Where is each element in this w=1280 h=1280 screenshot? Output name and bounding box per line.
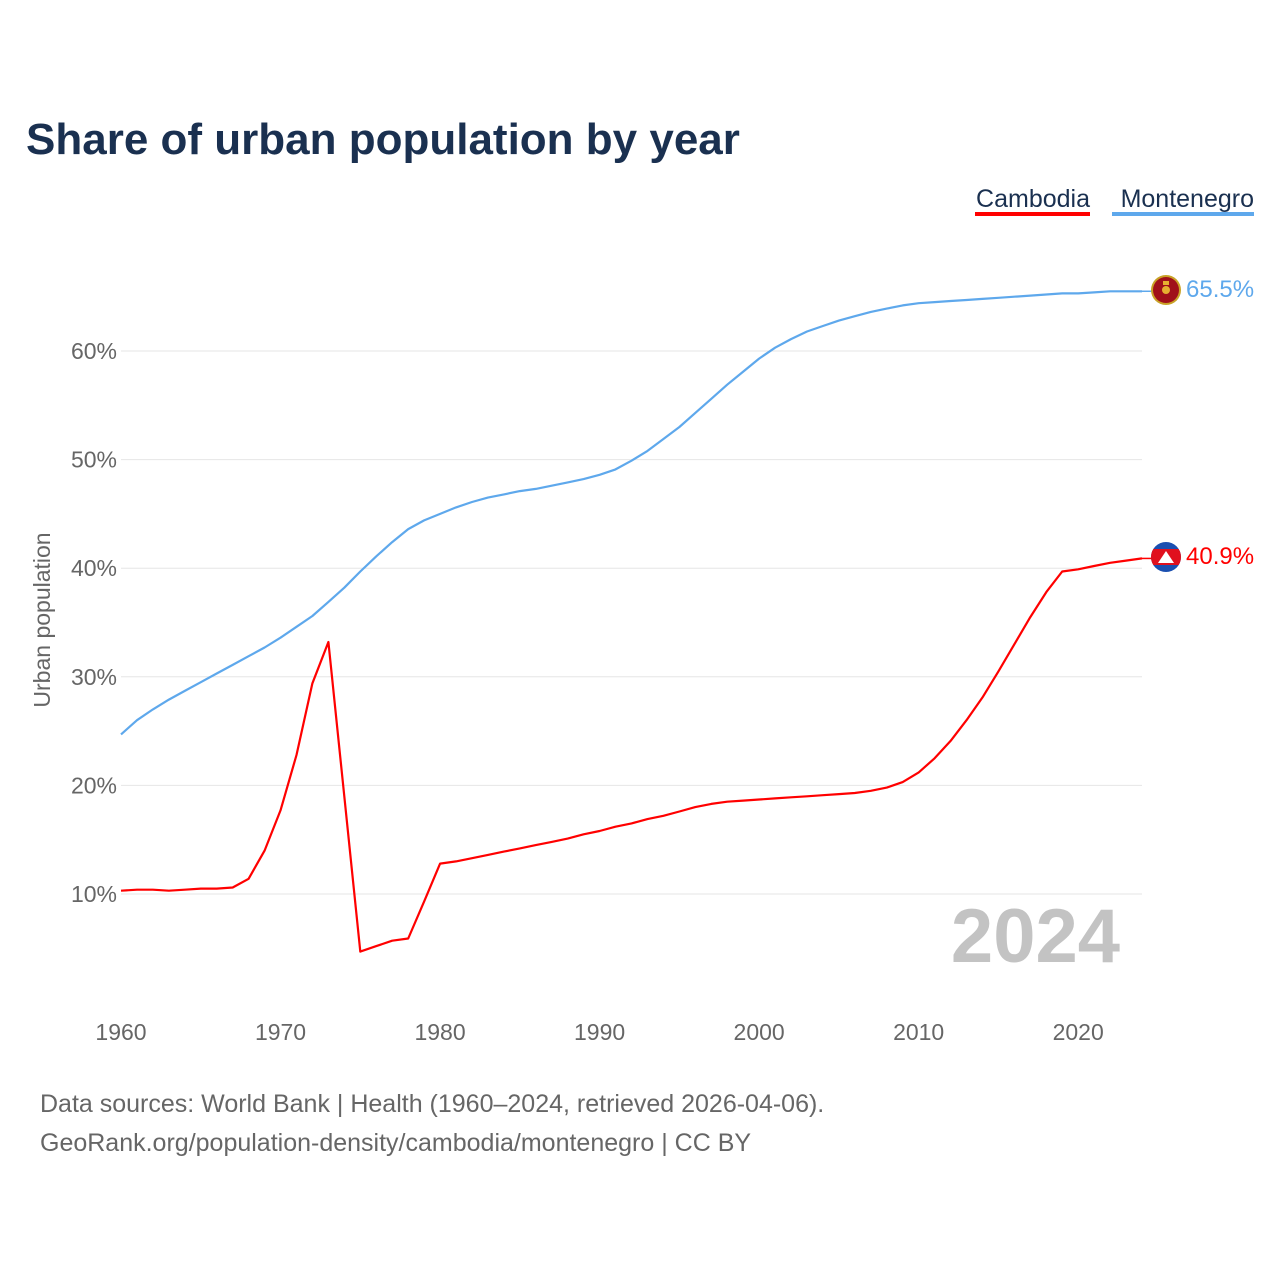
- x-tick-label: 2010: [893, 1019, 944, 1045]
- chart-title: Share of urban population by year: [26, 115, 740, 164]
- x-tick-label: 1970: [255, 1019, 306, 1045]
- series-line-cambodia: [120, 557, 1143, 953]
- series-lines: [120, 290, 1152, 953]
- x-tick-label: 1990: [574, 1019, 625, 1045]
- x-tick-label: 1980: [414, 1019, 465, 1045]
- y-tick-label: 20%: [71, 772, 117, 798]
- y-tick-label: 40%: [71, 555, 117, 581]
- cambodia-flag-icon: [1151, 542, 1181, 572]
- legend: Cambodia Montenegro: [975, 185, 1254, 216]
- y-tick-label: 10%: [71, 881, 117, 907]
- montenegro-flag-icon: [1151, 275, 1181, 305]
- montenegro-end-label: 65.5%: [1186, 276, 1254, 303]
- x-tick-label: 2000: [734, 1019, 785, 1045]
- legend-cambodia[interactable]: Cambodia: [976, 185, 1090, 213]
- footer-sources: Data sources: World Bank | Health (1960–…: [40, 1090, 824, 1118]
- y-tick-label: 30%: [71, 664, 117, 690]
- y-ticks: 10% 20% 30% 40% 50% 60%: [71, 338, 117, 907]
- cambodia-end-label: 40.9%: [1186, 543, 1254, 570]
- y-tick-label: 50%: [71, 447, 117, 473]
- x-tick-label: 1960: [95, 1019, 146, 1045]
- x-tick-label: 2020: [1053, 1019, 1104, 1045]
- legend-montenegro-swatch: [1112, 212, 1254, 216]
- y-axis-label: Urban population: [29, 532, 55, 707]
- legend-montenegro[interactable]: Montenegro: [1121, 185, 1254, 213]
- x-ticks: 1960 1970 1980 1990 2000 2010 2020: [95, 1019, 1103, 1045]
- gridlines: [121, 350, 1142, 895]
- y-tick-label: 60%: [71, 338, 117, 364]
- legend-cambodia-swatch: [975, 212, 1090, 216]
- current-year-watermark: 2024: [951, 894, 1120, 979]
- series-line-montenegro: [120, 290, 1142, 736]
- footer-attribution[interactable]: GeoRank.org/population-density/cambodia/…: [40, 1129, 751, 1157]
